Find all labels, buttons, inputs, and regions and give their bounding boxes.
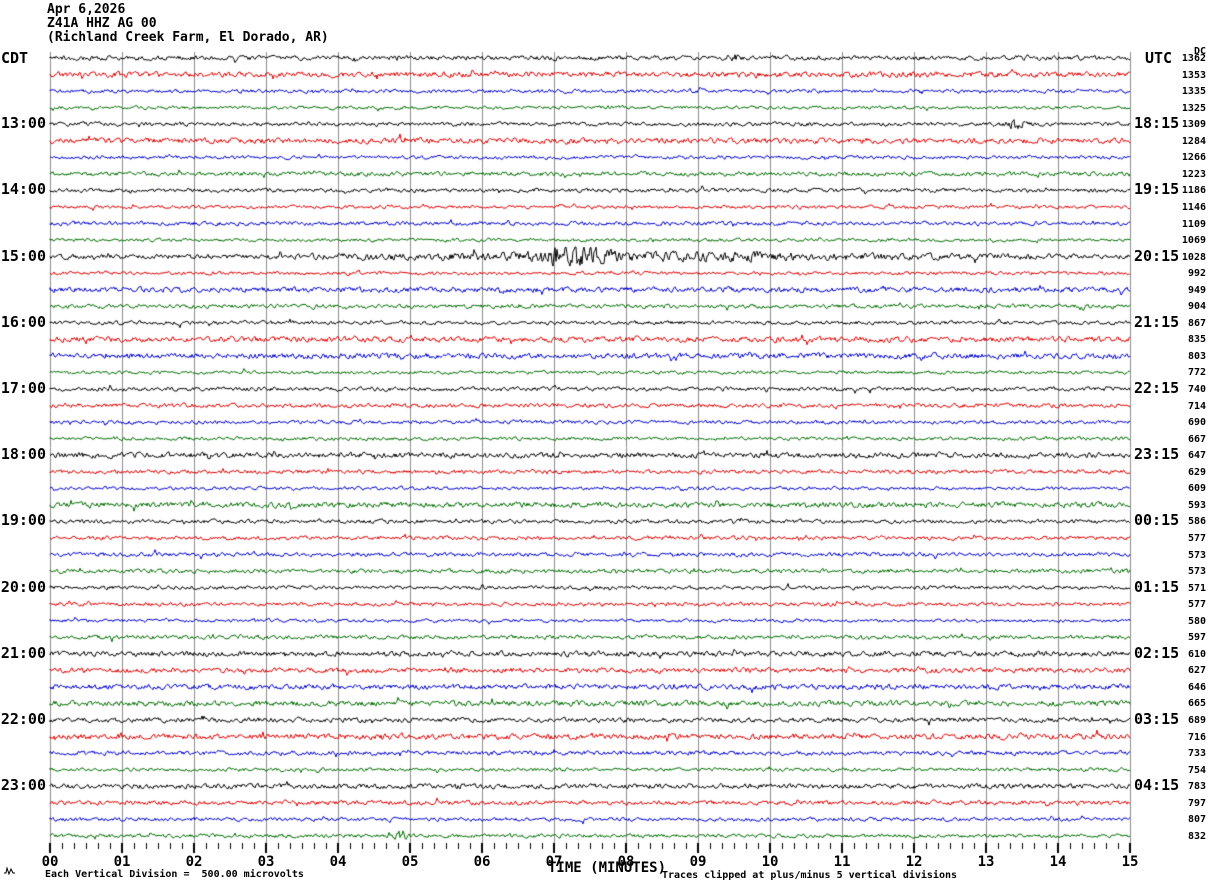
dc-value: 1109 bbox=[1181, 218, 1206, 230]
left-time-label: 23:00 bbox=[0, 776, 46, 795]
x-tick-label: 14 bbox=[1049, 854, 1067, 870]
dc-value: 667 bbox=[1187, 433, 1206, 445]
dc-value: 740 bbox=[1187, 384, 1206, 395]
right-time-label: 00:15 bbox=[1134, 511, 1180, 530]
right-time-label: 04:15 bbox=[1134, 776, 1180, 795]
x-tick-label: 08 bbox=[617, 854, 635, 870]
dc-value: 1284 bbox=[1181, 135, 1206, 147]
right-time-label: 02:15 bbox=[1134, 643, 1180, 662]
left-time-label: 21:00 bbox=[0, 643, 46, 662]
dc-value: 609 bbox=[1187, 483, 1206, 495]
dc-value: 665 bbox=[1187, 698, 1206, 710]
scale-note: Each Vertical Division = 500.00 microvol… bbox=[45, 869, 304, 880]
dc-value: 1146 bbox=[1181, 201, 1206, 213]
x-tick-label: 04 bbox=[329, 854, 347, 870]
x-tick-label: 09 bbox=[689, 854, 707, 870]
left-time-label: 22:00 bbox=[0, 710, 46, 728]
waveform-mark-icon bbox=[4, 867, 15, 875]
dc-value: 1335 bbox=[1181, 86, 1206, 98]
x-tick-label: 00 bbox=[41, 854, 59, 870]
right-time-label: 03:15 bbox=[1134, 710, 1180, 728]
dc-value: 580 bbox=[1187, 615, 1206, 627]
x-tick-label: 11 bbox=[833, 854, 851, 870]
right-time-label: 20:15 bbox=[1134, 246, 1180, 265]
dc-value: 904 bbox=[1187, 301, 1206, 313]
dc-value: 629 bbox=[1187, 466, 1206, 478]
right-time-label: 18:15 bbox=[1134, 114, 1180, 133]
dc-value: 783 bbox=[1187, 781, 1206, 793]
x-tick-label: 03 bbox=[257, 854, 275, 870]
dc-value: 610 bbox=[1187, 648, 1206, 660]
dc-value: 992 bbox=[1187, 268, 1206, 280]
left-time-label: 14:00 bbox=[0, 180, 46, 199]
left-time-label: 16:00 bbox=[0, 312, 46, 331]
dc-value: 597 bbox=[1187, 632, 1206, 644]
dc-value: 807 bbox=[1187, 814, 1206, 826]
dc-value: 1309 bbox=[1181, 119, 1206, 131]
dc-value: 797 bbox=[1187, 797, 1206, 809]
dc-value: 647 bbox=[1187, 450, 1206, 462]
dc-value: 577 bbox=[1187, 532, 1206, 544]
dc-value: 593 bbox=[1187, 499, 1206, 511]
right-time-label: 21:15 bbox=[1134, 312, 1180, 331]
x-tick-label: 15 bbox=[1121, 854, 1139, 870]
left-time-label: 15:00 bbox=[0, 246, 46, 265]
x-tick-label: 01 bbox=[113, 854, 131, 870]
dc-value: 1028 bbox=[1181, 251, 1206, 263]
dc-value: 627 bbox=[1187, 665, 1206, 677]
dc-value: 754 bbox=[1187, 764, 1206, 776]
dc-value: 803 bbox=[1187, 350, 1206, 362]
dc-value: 1325 bbox=[1181, 102, 1206, 114]
dc-value: 689 bbox=[1187, 715, 1206, 726]
dc-value: 716 bbox=[1187, 731, 1206, 743]
dc-value: 690 bbox=[1187, 417, 1206, 429]
dc-value: 646 bbox=[1187, 681, 1206, 693]
dc-value: 1223 bbox=[1181, 168, 1206, 180]
dc-value: 577 bbox=[1187, 599, 1206, 611]
dc-value: 772 bbox=[1187, 367, 1206, 379]
right-time-label: 23:15 bbox=[1134, 445, 1180, 464]
clip-note: Traces clipped at plus/minus 5 vertical … bbox=[662, 870, 958, 881]
x-tick-label: 12 bbox=[905, 854, 923, 870]
left-time-label: 17:00 bbox=[0, 379, 46, 397]
x-tick-label: 07 bbox=[545, 854, 563, 870]
x-tick-label: 02 bbox=[185, 854, 203, 870]
x-tick-label: 05 bbox=[401, 854, 419, 870]
dc-value: 1353 bbox=[1181, 69, 1206, 81]
right-time-label: 01:15 bbox=[1134, 577, 1180, 596]
left-time-label: 20:00 bbox=[0, 577, 46, 596]
dc-value: 1069 bbox=[1181, 235, 1206, 247]
x-tick-label: 06 bbox=[473, 854, 491, 870]
dc-value: 714 bbox=[1187, 400, 1206, 412]
left-time-label: 18:00 bbox=[0, 445, 46, 464]
dc-value: 1186 bbox=[1181, 185, 1206, 197]
dc-value: 1362 bbox=[1181, 53, 1206, 64]
dc-value: 949 bbox=[1187, 284, 1206, 296]
dc-value: 867 bbox=[1187, 317, 1206, 329]
left-time-label: 19:00 bbox=[0, 511, 46, 530]
dc-value: 835 bbox=[1187, 334, 1206, 346]
left-time-label: 13:00 bbox=[0, 114, 46, 133]
right-time-label: 19:15 bbox=[1134, 180, 1180, 199]
dc-value: 571 bbox=[1187, 582, 1206, 594]
x-axis-title: TIME (MINUTES) bbox=[548, 860, 667, 876]
x-tick-label: 13 bbox=[977, 854, 995, 870]
right-time-label: 22:15 bbox=[1134, 379, 1180, 397]
dc-value: 573 bbox=[1187, 549, 1206, 561]
x-tick-label: 10 bbox=[761, 854, 779, 870]
dc-value: 586 bbox=[1187, 516, 1206, 528]
dc-value: 1266 bbox=[1181, 152, 1206, 164]
dc-value: 832 bbox=[1187, 830, 1206, 842]
dc-value: 573 bbox=[1187, 566, 1206, 578]
dc-value: 733 bbox=[1187, 748, 1206, 760]
